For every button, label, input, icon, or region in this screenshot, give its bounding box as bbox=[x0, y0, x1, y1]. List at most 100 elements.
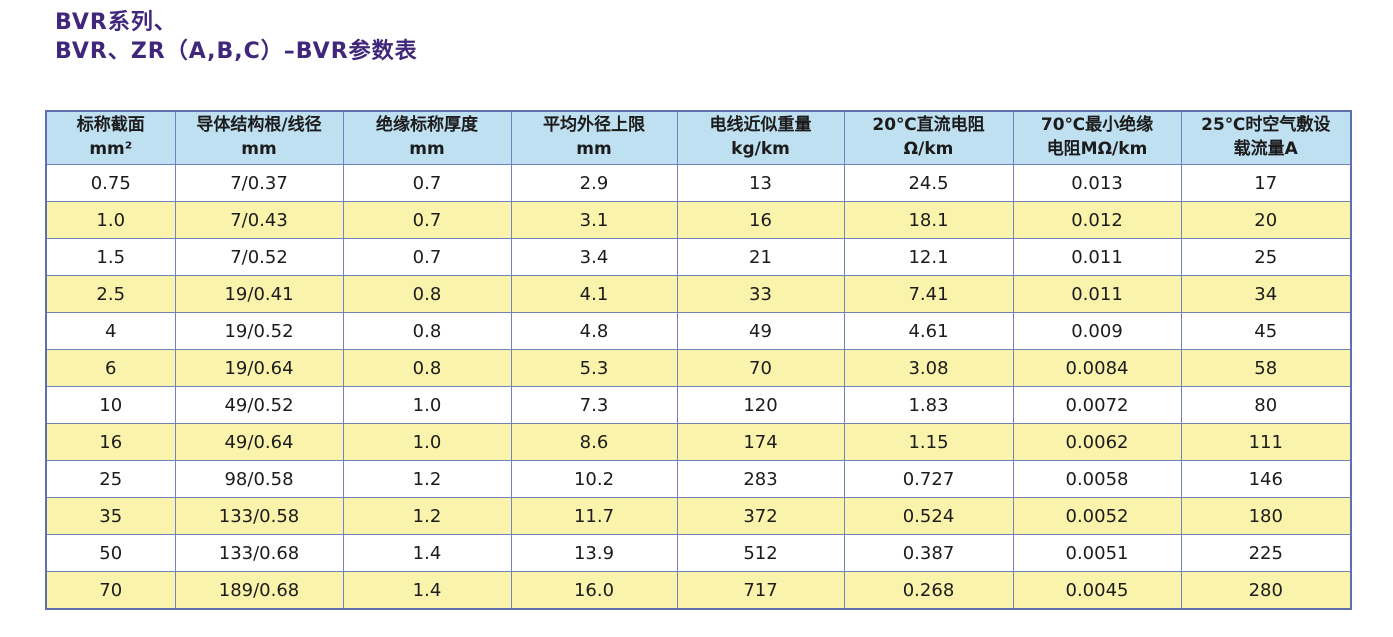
column-header-unit: mm bbox=[409, 139, 445, 159]
table-row: 1.5 7/0.52 0.7 3.4 21 12.1 0.011 25 bbox=[45, 238, 1352, 276]
table-row: 0.75 7/0.37 0.7 2.9 13 24.5 0.013 17 bbox=[45, 164, 1352, 202]
table-cell: 225 bbox=[1180, 534, 1352, 572]
table-cell: 180 bbox=[1180, 497, 1352, 535]
table-cell: 189/0.68 bbox=[174, 571, 344, 610]
column-header: 70℃最小绝缘 电阻MΩ/km bbox=[1012, 110, 1182, 165]
table-cell: 4.61 bbox=[843, 312, 1014, 350]
table-cell: 1.15 bbox=[843, 423, 1014, 461]
table-cell: 1.4 bbox=[342, 534, 512, 572]
table-cell: 18.1 bbox=[843, 201, 1014, 239]
table-cell: 25 bbox=[1180, 238, 1352, 276]
table-cell: 3.4 bbox=[510, 238, 678, 276]
table-cell: 0.013 bbox=[1012, 164, 1182, 202]
table-cell: 0.8 bbox=[342, 275, 512, 313]
table-cell: 0.268 bbox=[843, 571, 1014, 610]
table-cell: 20 bbox=[1180, 201, 1352, 239]
table-cell: 13.9 bbox=[510, 534, 678, 572]
column-header: 电线近似重量 kg/km bbox=[676, 110, 845, 165]
table-row: 50 133/0.68 1.4 13.9 512 0.387 0.0051 225 bbox=[45, 534, 1352, 572]
column-header-unit: mm bbox=[241, 139, 277, 159]
table-row: 4 19/0.52 0.8 4.8 49 4.61 0.009 45 bbox=[45, 312, 1352, 350]
table-cell: 19/0.41 bbox=[174, 275, 344, 313]
table-cell: 17 bbox=[1180, 164, 1352, 202]
column-header-title: 绝缘标称厚度 bbox=[376, 115, 478, 136]
table-cell: 0.727 bbox=[843, 460, 1014, 498]
table-cell: 1.2 bbox=[342, 497, 512, 535]
table-cell: 1.0 bbox=[342, 386, 512, 424]
table-cell: 0.0045 bbox=[1012, 571, 1182, 610]
table-cell: 0.009 bbox=[1012, 312, 1182, 350]
table-cell: 111 bbox=[1180, 423, 1352, 461]
table-row: 10 49/0.52 1.0 7.3 120 1.83 0.0072 80 bbox=[45, 386, 1352, 424]
table-row: 16 49/0.64 1.0 8.6 174 1.15 0.0062 111 bbox=[45, 423, 1352, 461]
table-cell: 120 bbox=[676, 386, 845, 424]
column-header-unit: mm bbox=[576, 139, 612, 159]
table-cell: 0.0084 bbox=[1012, 349, 1182, 387]
table-cell: 717 bbox=[676, 571, 845, 610]
table-cell: 1.83 bbox=[843, 386, 1014, 424]
table-cell: 0.8 bbox=[342, 349, 512, 387]
table-cell: 0.012 bbox=[1012, 201, 1182, 239]
column-header-unit: 载流量A bbox=[1233, 139, 1298, 159]
table-cell: 133/0.68 bbox=[174, 534, 344, 572]
table-cell: 35 bbox=[45, 497, 176, 535]
table-cell: 98/0.58 bbox=[174, 460, 344, 498]
column-header: 标称截面 mm² bbox=[45, 110, 176, 165]
table-cell: 0.387 bbox=[843, 534, 1014, 572]
table-row: 70 189/0.68 1.4 16.0 717 0.268 0.0045 280 bbox=[45, 571, 1352, 610]
table-cell: 146 bbox=[1180, 460, 1352, 498]
table-cell: 4.1 bbox=[510, 275, 678, 313]
table-cell: 3.1 bbox=[510, 201, 678, 239]
column-header-title: 电线近似重量 bbox=[709, 115, 812, 136]
table-cell: 7/0.37 bbox=[174, 164, 344, 202]
table-cell: 1.2 bbox=[342, 460, 512, 498]
table-row: 6 19/0.64 0.8 5.3 70 3.08 0.0084 58 bbox=[45, 349, 1352, 387]
table-cell: 0.0051 bbox=[1012, 534, 1182, 572]
table-cell: 1.0 bbox=[342, 423, 512, 461]
column-header-title: 标称截面 bbox=[76, 115, 145, 136]
table-cell: 0.0058 bbox=[1012, 460, 1182, 498]
table-cell: 16 bbox=[45, 423, 176, 461]
table-cell: 2.5 bbox=[45, 275, 176, 313]
table-cell: 0.7 bbox=[342, 238, 512, 276]
column-header: 绝缘标称厚度 mm bbox=[342, 110, 512, 165]
table-row: 35 133/0.58 1.2 11.7 372 0.524 0.0052 180 bbox=[45, 497, 1352, 535]
column-header: 平均外径上限 mm bbox=[510, 110, 678, 165]
table-cell: 7/0.52 bbox=[174, 238, 344, 276]
table-cell: 45 bbox=[1180, 312, 1352, 350]
table-row: 25 98/0.58 1.2 10.2 283 0.727 0.0058 146 bbox=[45, 460, 1352, 498]
table-cell: 2.9 bbox=[510, 164, 678, 202]
table-cell: 174 bbox=[676, 423, 845, 461]
page-title-line1: BVR系列、 bbox=[55, 10, 177, 35]
table-cell: 49/0.64 bbox=[174, 423, 344, 461]
table-cell: 0.0052 bbox=[1012, 497, 1182, 535]
table-cell: 372 bbox=[676, 497, 845, 535]
table-row: 2.5 19/0.41 0.8 4.1 33 7.41 0.011 34 bbox=[45, 275, 1352, 313]
table-cell: 34 bbox=[1180, 275, 1352, 313]
table-cell: 12.1 bbox=[843, 238, 1014, 276]
table-cell: 7.41 bbox=[843, 275, 1014, 313]
table-cell: 283 bbox=[676, 460, 845, 498]
table-cell: 49 bbox=[676, 312, 845, 350]
table-header-row: 标称截面 mm² 导体结构根/线径 mm 绝缘标称厚度 mm 平均外径上限 mm 电线近似重量 k… bbox=[45, 110, 1352, 165]
table-cell: 7.3 bbox=[510, 386, 678, 424]
table-cell: 58 bbox=[1180, 349, 1352, 387]
bvr-parameter-table: 标称截面 mm² 导体结构根/线径 mm 绝缘标称厚度 mm 平均外径上限 mm 电线近似重量 k… bbox=[45, 110, 1352, 610]
table-cell: 7/0.43 bbox=[174, 201, 344, 239]
table-cell: 4 bbox=[45, 312, 176, 350]
column-header-unit: mm² bbox=[89, 139, 133, 159]
table-cell: 512 bbox=[676, 534, 845, 572]
table-cell: 24.5 bbox=[843, 164, 1014, 202]
table-cell: 0.0062 bbox=[1012, 423, 1182, 461]
column-header-title: 20℃直流电阻 bbox=[872, 115, 985, 136]
table-cell: 280 bbox=[1180, 571, 1352, 610]
table-cell: 70 bbox=[45, 571, 176, 610]
table-cell: 10.2 bbox=[510, 460, 678, 498]
page-title: BVR系列、 BVR、ZR（A,B,C）–BVR参数表 bbox=[55, 8, 418, 66]
column-header: 25℃时空气敷设 载流量A bbox=[1180, 110, 1352, 165]
table-cell: 0.7 bbox=[342, 164, 512, 202]
table-cell: 49/0.52 bbox=[174, 386, 344, 424]
table-cell: 3.08 bbox=[843, 349, 1014, 387]
table-cell: 25 bbox=[45, 460, 176, 498]
table-cell: 19/0.52 bbox=[174, 312, 344, 350]
